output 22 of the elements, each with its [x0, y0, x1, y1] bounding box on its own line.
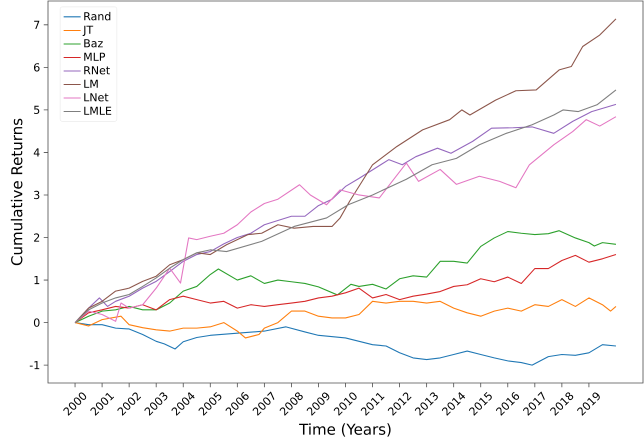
line-series	[74, 297, 617, 338]
x-axis-title: Time (Years)	[299, 423, 391, 437]
legend-label: Rand	[84, 12, 110, 20]
y-tick-label: 6	[34, 63, 40, 72]
y-tick-label: 7	[34, 20, 40, 29]
y-tick-label: 4	[34, 148, 40, 156]
y-tick-label: 0	[34, 318, 40, 327]
legend-label: RNet	[84, 66, 110, 74]
y-tick-label: -1	[30, 361, 40, 370]
legend-label: MLP	[84, 52, 106, 61]
legend-label: Baz	[84, 39, 103, 48]
y-axis-title: Cumulative Returns	[10, 118, 22, 266]
legend-label: LMLE	[84, 106, 112, 115]
legend-label: LNet	[84, 93, 108, 102]
y-tick-label: 3	[34, 190, 40, 200]
line-series	[74, 230, 617, 324]
line-series	[74, 254, 617, 324]
y-tick-label: 5	[34, 106, 40, 114]
y-tick-label: 1	[34, 276, 40, 284]
legend-label: JT	[82, 26, 94, 36]
legend-label: LM	[84, 80, 98, 88]
y-tick-label: 2	[34, 233, 40, 242]
